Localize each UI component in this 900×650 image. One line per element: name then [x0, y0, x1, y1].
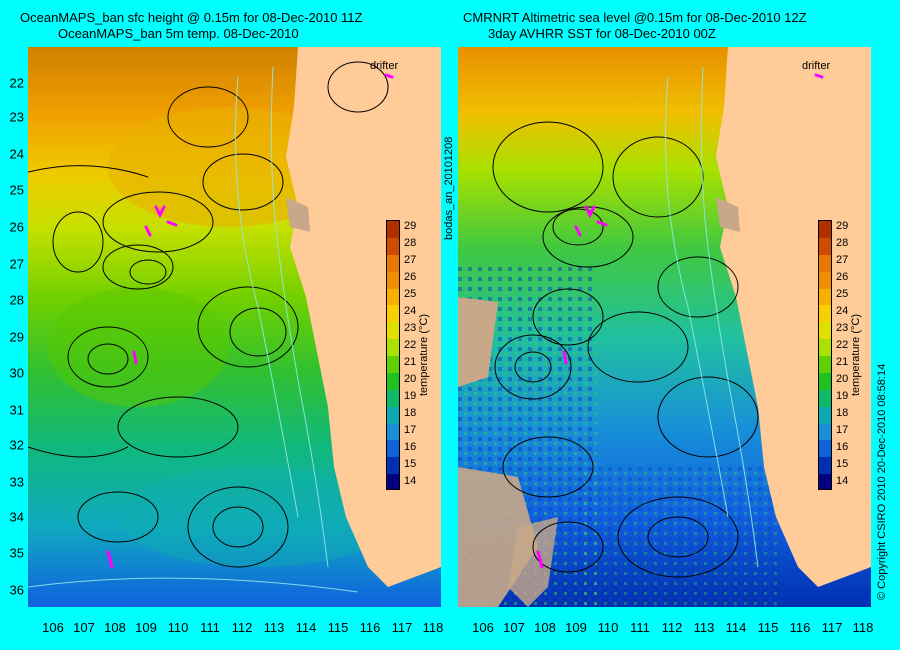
colorbar-tick-label: 15 — [404, 458, 417, 470]
left-y-tick-label: 23 — [9, 109, 24, 125]
left-y-tick-label: 22 — [9, 75, 24, 91]
right-x-tick-label: 109 — [565, 620, 587, 635]
left-y-tick-label: 31 — [9, 402, 24, 418]
right-x-tick-label: 114 — [725, 620, 747, 635]
colorbar-tick-label: 28 — [836, 237, 849, 249]
left-y-tick-label: 35 — [9, 545, 24, 561]
colorbar-tick-label: 20 — [404, 373, 417, 385]
left-map-canvas — [28, 47, 441, 607]
colorbar-tick-label: 19 — [404, 390, 417, 402]
left-x-tick-label: 111 — [200, 620, 220, 635]
left-y-tick-label: 36 — [9, 582, 24, 598]
right-x-tick-label: 118 — [852, 620, 874, 635]
right-x-tick-label: 116 — [789, 620, 811, 635]
left-x-tick-label: 116 — [359, 620, 381, 635]
colorbar-tick-label: 17 — [836, 424, 849, 436]
colorbar-tick-label: 17 — [404, 424, 417, 436]
right-x-tick-label: 111 — [630, 620, 650, 635]
left-x-tick-label: 114 — [295, 620, 317, 635]
left-map-title-line1: OceanMAPS_ban sfc height @ 0.15m for 08-… — [20, 10, 363, 25]
right-x-tick-label: 112 — [661, 620, 683, 635]
left-y-tick-label: 34 — [9, 509, 24, 525]
right-x-tick-label: 108 — [534, 620, 556, 635]
copyright-label: © Copyright CSIRO 2010 20-Dec-2010 08:58… — [876, 363, 888, 600]
colorbar-tick-label: 22 — [836, 339, 849, 351]
colorbar-tick-label: 25 — [836, 288, 849, 300]
colorbar-tick-label: 28 — [404, 237, 417, 249]
colorbar-tick-label: 15 — [836, 458, 849, 470]
colorbar-tick-label: 20 — [836, 373, 849, 385]
colorbar-tick-label: 21 — [836, 356, 849, 368]
colorbar-tick-label: 14 — [404, 475, 417, 487]
run-id-label: bodas_an_20101208 — [443, 136, 455, 240]
left-x-tick-label: 115 — [327, 620, 349, 635]
left-x-tick-label: 108 — [104, 620, 126, 635]
colorbar-tick-label: 27 — [404, 254, 417, 266]
left-map-panel — [28, 47, 441, 607]
right-colorbar-scale — [818, 220, 832, 490]
colorbar-tick-label: 24 — [404, 305, 417, 317]
colorbar-tick-label: 16 — [404, 441, 417, 453]
right-map-canvas — [458, 47, 871, 607]
left-x-tick-label: 106 — [42, 620, 64, 635]
left-y-tick-label: 30 — [9, 365, 24, 381]
colorbar-tick-label: 24 — [836, 305, 849, 317]
colorbar-tick-label: 26 — [404, 271, 417, 283]
left-y-axis-labels: 22 23 24 25 26 27 28 29 30 31 32 33 34 3… — [0, 47, 26, 607]
left-y-tick-label: 29 — [9, 329, 24, 345]
left-colorbar-scale — [386, 220, 400, 490]
right-x-tick-label: 106 — [472, 620, 494, 635]
colorbar-tick-label: 14 — [836, 475, 849, 487]
left-map-title-line2: OceanMAPS_ban 5m temp. 08-Dec-2010 — [58, 26, 299, 41]
colorbar-tick-label: 22 — [404, 339, 417, 351]
colorbar-tick-label: 18 — [836, 407, 849, 419]
colorbar-tick-label: 27 — [836, 254, 849, 266]
left-y-tick-label: 27 — [9, 256, 24, 272]
right-x-tick-label: 115 — [757, 620, 779, 635]
right-map-title-line1: CMRNRT Altimetric sea level @0.15m for 0… — [463, 10, 807, 25]
left-drifter-label: drifter — [370, 60, 399, 72]
right-x-axis-labels: 106 107 108 109 110 111 112 113 114 115 … — [430, 620, 880, 640]
colorbar-tick-label: 29 — [836, 220, 849, 232]
left-colorbar-label: temperature (°C) — [418, 313, 430, 397]
right-drifter-label: drifter — [802, 60, 831, 72]
colorbar-tick-label: 16 — [836, 441, 849, 453]
colorbar-tick-label: 26 — [836, 271, 849, 283]
left-y-tick-label: 32 — [9, 437, 24, 453]
colorbar-tick-label: 23 — [404, 322, 417, 334]
left-x-tick-label: 117 — [391, 620, 413, 635]
colorbar-tick-label: 19 — [836, 390, 849, 402]
colorbar-tick-label: 29 — [404, 220, 417, 232]
left-x-tick-label: 109 — [135, 620, 157, 635]
colorbar-tick-label: 18 — [404, 407, 417, 419]
colorbar-tick-label: 23 — [836, 322, 849, 334]
left-x-tick-label: 113 — [263, 620, 285, 635]
left-y-tick-label: 28 — [9, 292, 24, 308]
right-x-tick-label: 110 — [597, 620, 619, 635]
right-map-panel — [458, 47, 871, 607]
right-map-title-line2: 3day AVHRR SST for 08-Dec-2010 00Z — [488, 26, 716, 41]
right-x-tick-label: 107 — [503, 620, 525, 635]
colorbar-tick-label: 25 — [404, 288, 417, 300]
left-x-tick-label: 110 — [167, 620, 189, 635]
left-y-tick-label: 26 — [9, 219, 24, 235]
right-x-tick-label: 113 — [693, 620, 715, 635]
left-y-tick-label: 24 — [9, 146, 24, 162]
right-colorbar-label: temperature (°C) — [850, 313, 862, 397]
left-x-tick-label: 112 — [231, 620, 253, 635]
right-x-tick-label: 117 — [821, 620, 843, 635]
left-x-axis-labels: 106 107 108 109 110 111 112 113 114 115 … — [0, 620, 450, 640]
colorbar-tick-label: 21 — [404, 356, 417, 368]
left-x-tick-label: 118 — [422, 620, 444, 635]
left-x-tick-label: 107 — [73, 620, 95, 635]
left-y-tick-label: 33 — [9, 474, 24, 490]
left-y-tick-label: 25 — [9, 182, 24, 198]
